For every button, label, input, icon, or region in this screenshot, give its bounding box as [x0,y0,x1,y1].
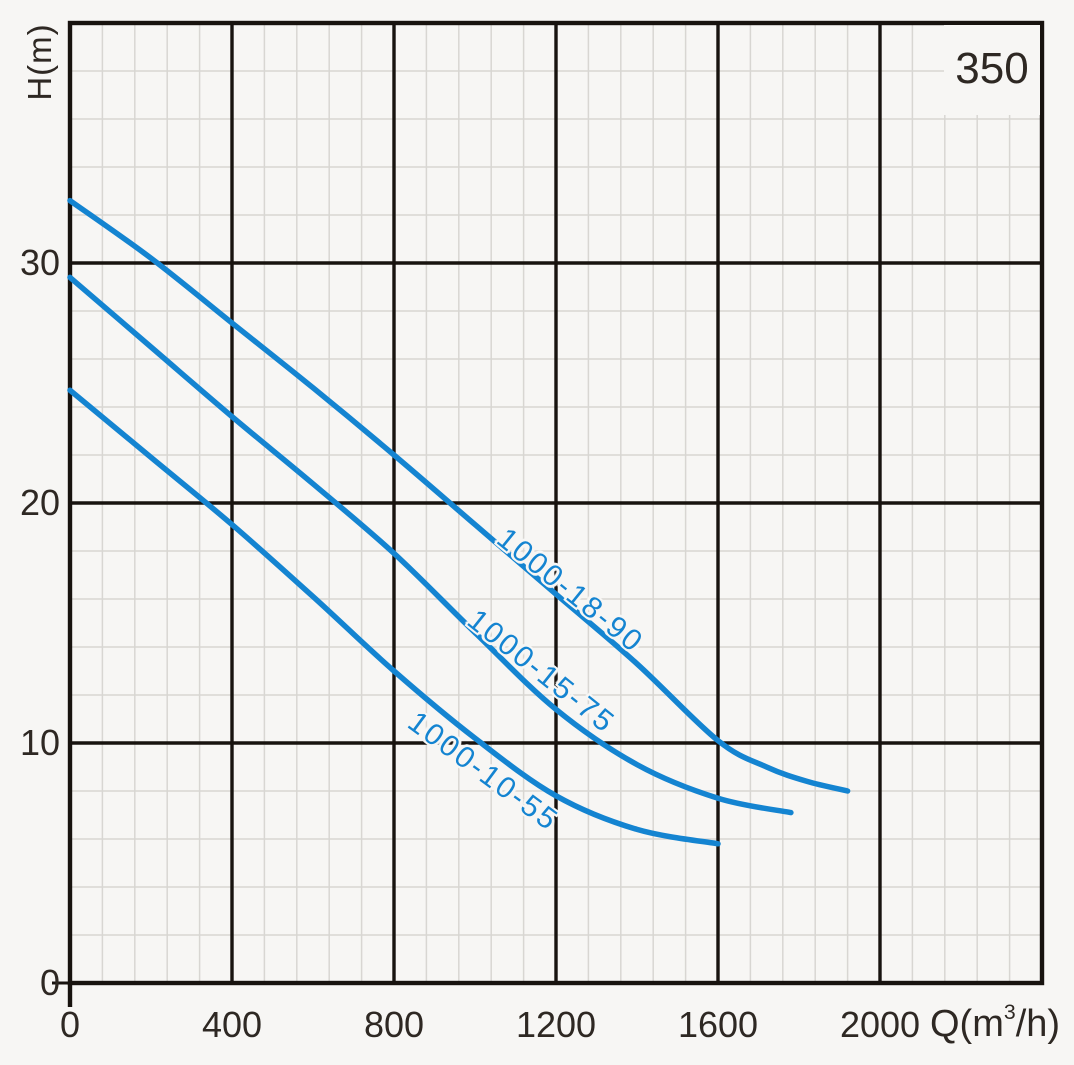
x-axis-title-post: /h) [1015,1003,1061,1045]
curve-1000-18-90 [67,197,851,794]
x-tick-label-2000: 2000 [839,1004,921,1045]
x-axis-title-sup: 3 [1003,1000,1016,1025]
y-tick-label-20: 20 [19,482,60,523]
curve-1000-15-75 [67,274,794,816]
x-tick-label-1600: 1600 [677,1004,759,1045]
x-tick-label-0: 0 [59,1004,81,1045]
y-tick-label-0: 0 [39,962,60,1003]
curve-1000-10-55 [67,387,721,847]
y-tick-label-10: 10 [19,722,60,763]
x-axis-title-pre: Q(m [930,1003,1004,1045]
y-axis-title: H(m) [21,23,58,101]
y-tick-label-30: 30 [19,242,60,283]
x-tick-label-400: 400 [201,1004,263,1045]
x-tick-label-1200: 1200 [515,1004,597,1045]
plot-border [67,20,1045,986]
x-tick-label-800: 800 [363,1004,425,1045]
x-axis-title: Q(m3/h) [930,1000,1061,1046]
model-badge: 350 [944,25,1040,115]
